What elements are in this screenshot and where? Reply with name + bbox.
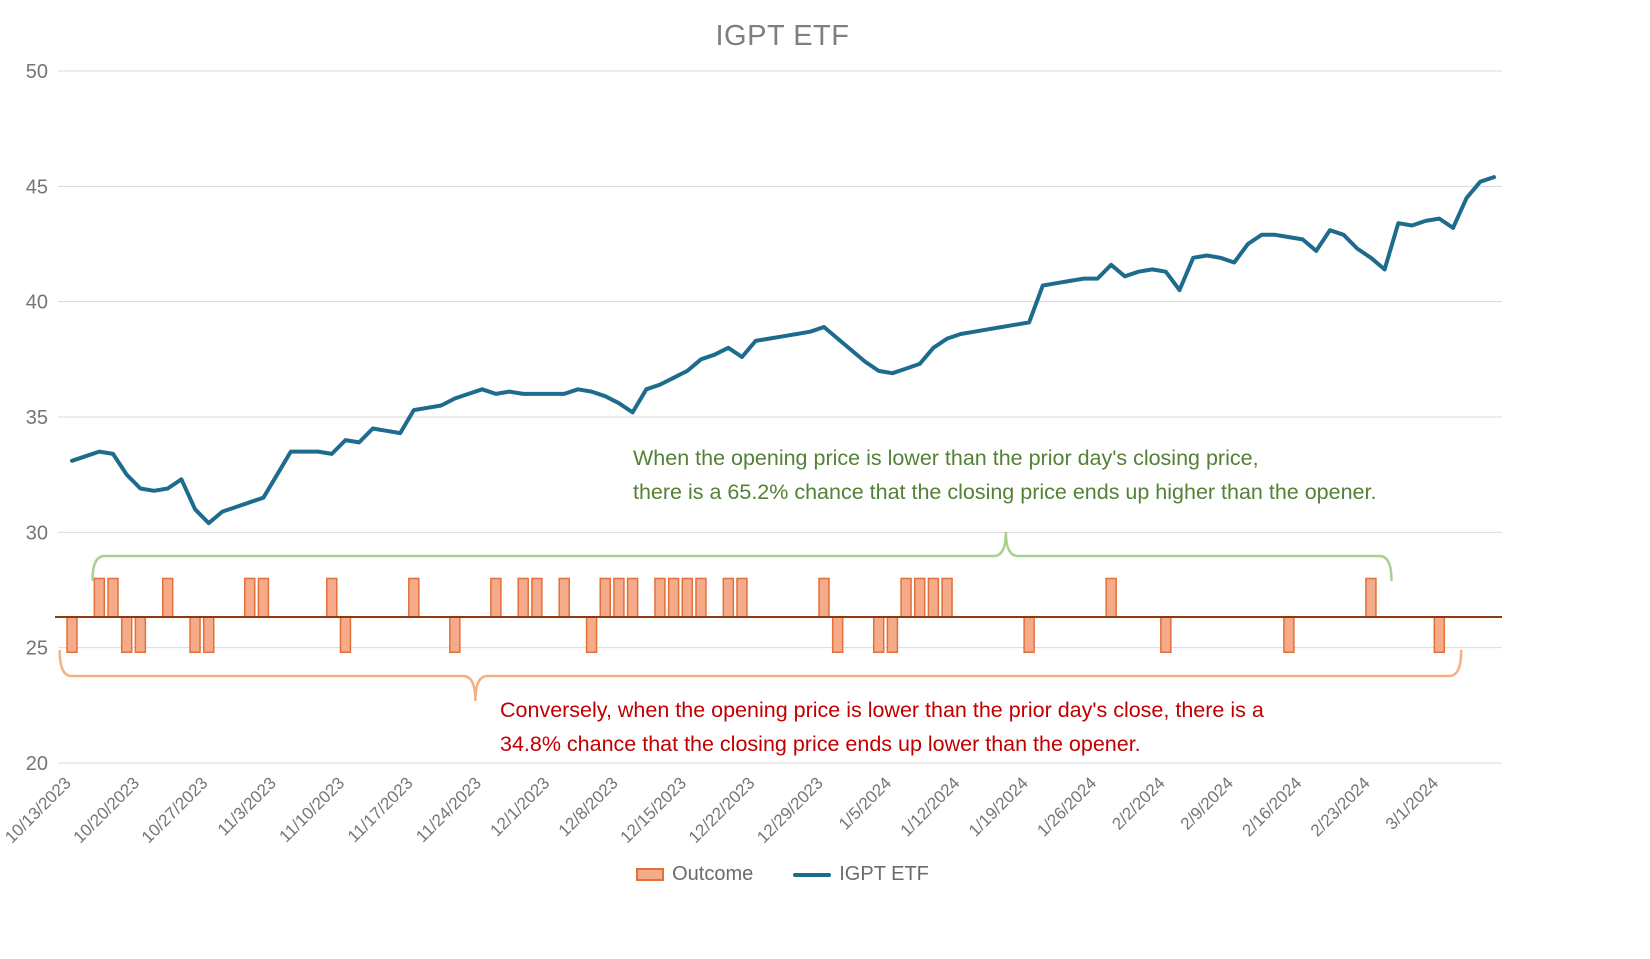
outcome-bar-down: [449, 616, 461, 654]
outcome-bar-up: [927, 577, 940, 618]
orange-brace: [58, 649, 1463, 702]
outcome-bar-up: [531, 577, 543, 618]
x-axis-label: 3/1/2024: [1382, 773, 1442, 833]
outcome-bar-up: [599, 577, 611, 618]
x-axis-label: 2/16/2024: [1238, 773, 1305, 840]
x-axis-label: 2/23/2024: [1307, 773, 1374, 840]
outcome-bar-down: [120, 616, 133, 654]
outcome-bar-down: [1283, 616, 1295, 654]
y-axis-label: 25: [26, 638, 48, 660]
green-annotation-line1: When the opening price is lower than the…: [633, 446, 1259, 470]
x-axis-label: 12/1/2023: [486, 773, 553, 840]
outcome-bar-up: [257, 577, 270, 618]
red-annotation-line2: 34.8% chance that the closing price ends…: [500, 732, 1141, 756]
chart-legend: Outcome IGPT ETF: [0, 863, 1565, 886]
green-annotation-line2: there is a 65.2% chance that the closing…: [633, 480, 1377, 504]
y-axis-label: 35: [26, 407, 48, 429]
outcome-bar-down: [831, 616, 844, 654]
outcome-bar-up: [408, 577, 420, 618]
outcome-bar-down: [189, 616, 201, 654]
outcome-bar-up: [517, 577, 529, 618]
outcome-bar-up: [667, 577, 680, 618]
outcome-bar-up: [900, 577, 912, 618]
outcome-swatch-icon: [636, 868, 665, 881]
outcome-bar-down: [1023, 616, 1035, 654]
outcome-bar-up: [243, 577, 256, 618]
y-axis-label: 40: [26, 292, 48, 314]
outcome-bar-up: [818, 577, 830, 618]
outcome-bar-down: [66, 616, 78, 654]
x-axis-label: 1/12/2024: [897, 773, 964, 840]
outcome-bar-up: [681, 577, 694, 618]
x-axis-label: 11/10/2023: [276, 773, 349, 846]
x-axis-label: 12/8/2023: [555, 773, 622, 840]
x-axis-label: 2/9/2024: [1177, 773, 1237, 833]
igpt-etf-line: [70, 175, 1496, 526]
line-swatch-icon: [793, 872, 832, 877]
legend-item-outcome: Outcome: [636, 863, 753, 886]
x-axis-label: 1/26/2024: [1033, 773, 1100, 840]
x-axis-label: 10/13/2023: [1, 773, 75, 847]
outcome-bar-down: [134, 616, 147, 654]
x-axis-label: 1/5/2024: [835, 773, 895, 833]
outcome-bar-down: [585, 616, 598, 654]
outcome-bar-down: [339, 616, 352, 654]
x-axis-label: 10/27/2023: [138, 773, 212, 847]
x-axis-label: 12/29/2023: [753, 773, 827, 847]
y-axis-label: 45: [26, 176, 48, 198]
green-annotation: When the opening price is lower than the…: [633, 441, 1376, 509]
outcome-bar-up: [613, 577, 625, 618]
y-axis-label: 20: [26, 753, 48, 775]
outcome-bar-up: [161, 577, 174, 618]
y-axis-label: 30: [26, 522, 48, 544]
legend-item-igpt-etf: IGPT ETF: [793, 863, 929, 886]
red-annotation: Conversely, when the opening price is lo…: [500, 693, 1264, 761]
x-axis-label: 11/24/2023: [412, 773, 485, 846]
outcome-bar-down: [202, 616, 215, 654]
outcome-bar-up: [490, 577, 502, 618]
x-axis-label: 11/3/2023: [214, 773, 280, 839]
outcome-bar-up: [107, 577, 119, 618]
outcome-bar-up: [1365, 577, 1377, 618]
red-annotation-line1: Conversely, when the opening price is lo…: [500, 698, 1264, 722]
outcome-bar-up: [736, 577, 748, 618]
outcome-bar-down: [872, 616, 885, 654]
outcome-bar-up: [93, 577, 106, 618]
x-axis-label: 12/22/2023: [685, 773, 759, 847]
x-axis-label: 12/15/2023: [617, 773, 691, 847]
outcome-bar-up: [558, 577, 570, 618]
outcome-bar-up: [626, 577, 639, 618]
outcome-bar-down: [1433, 616, 1446, 654]
outcome-bar-down: [886, 616, 899, 654]
outcome-bar-up: [1105, 577, 1117, 618]
outcome-bar-up: [695, 577, 707, 618]
outcome-bar-up: [654, 577, 666, 618]
x-axis-label: 10/20/2023: [70, 773, 144, 847]
outcome-bar-up: [326, 577, 338, 618]
outcome-bar-up: [913, 577, 926, 618]
legend-outcome-label: Outcome: [672, 863, 754, 885]
x-axis-label: 1/19/2024: [965, 773, 1032, 840]
green-brace: [91, 531, 1393, 582]
outcome-bar-up: [941, 577, 953, 618]
outcome-bar-up: [722, 577, 735, 618]
outcome-bar-down: [1160, 616, 1172, 654]
x-axis-label: 11/17/2023: [344, 773, 417, 846]
chart-title: IGPT ETF: [715, 20, 850, 52]
x-axis-label: 2/2/2024: [1108, 773, 1168, 833]
y-axis-label: 50: [26, 61, 48, 83]
legend-line-label: IGPT ETF: [839, 863, 929, 885]
